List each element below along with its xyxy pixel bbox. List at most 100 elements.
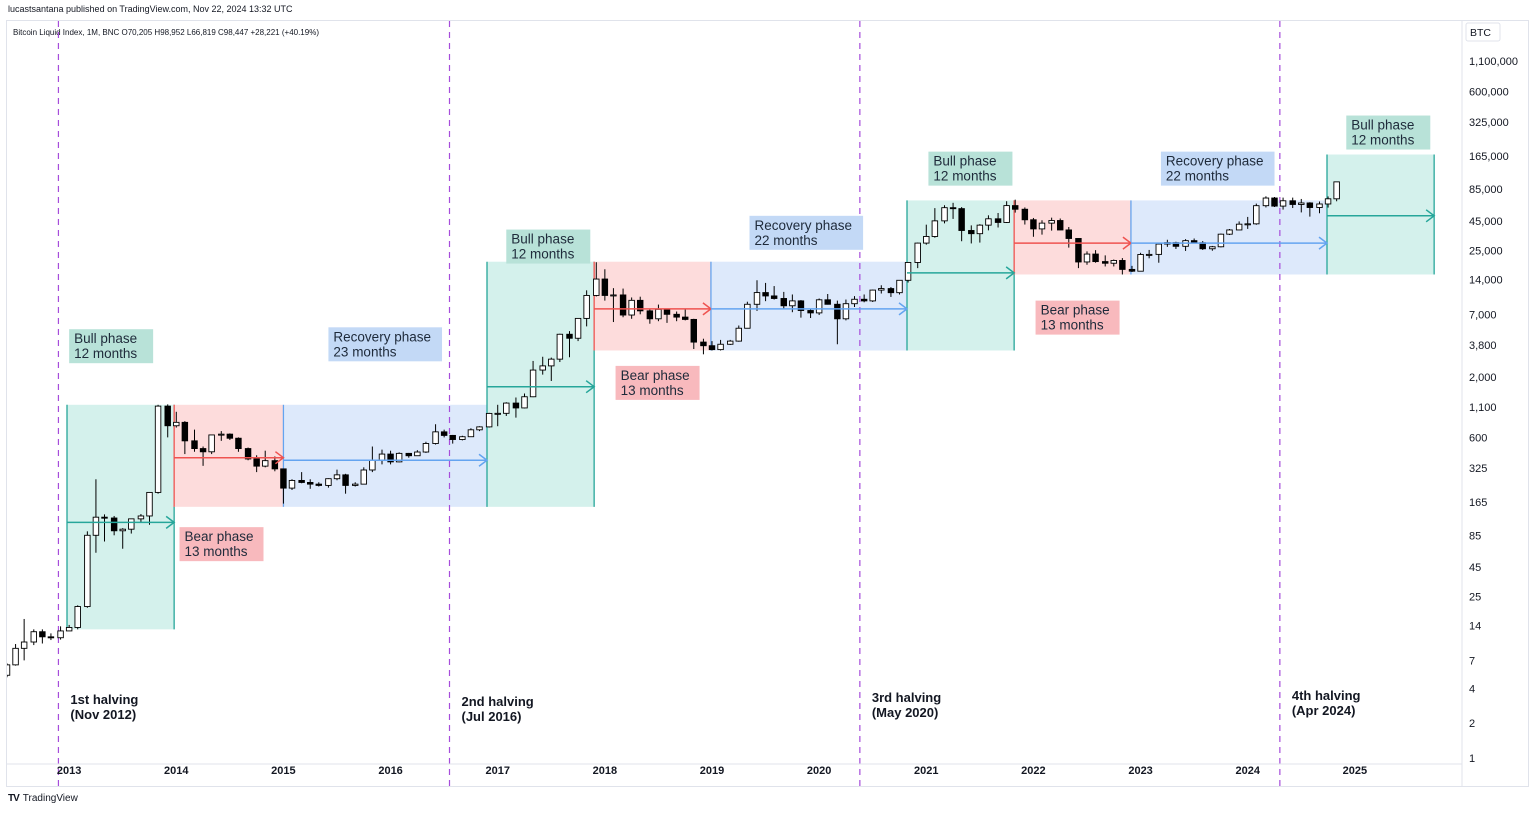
candle-up — [851, 298, 858, 305]
phase-label-title: Bull phase — [933, 154, 996, 169]
candle-up — [84, 534, 91, 607]
candle-down — [887, 288, 895, 294]
candle-up — [494, 412, 501, 415]
phase-label-box — [615, 365, 700, 400]
phase-label-title: Bear phase — [1041, 303, 1110, 318]
candle-up — [976, 224, 984, 235]
y-tick-label: 7,000 — [1469, 309, 1497, 321]
y-tick-label: 3,800 — [1469, 340, 1497, 352]
candle-down — [807, 310, 814, 314]
candle-down — [306, 482, 314, 485]
candle-up — [422, 443, 430, 453]
candle-down — [199, 448, 207, 453]
candle-down — [1075, 238, 1082, 263]
candle-up — [521, 396, 528, 409]
price-axis — [1462, 21, 1528, 786]
phase-label-duration: 13 months — [1041, 318, 1104, 333]
candle-up — [1110, 260, 1118, 264]
candle-up — [941, 207, 948, 222]
candle-up — [1155, 243, 1163, 255]
btc-monthly-chart[interactable]: Bitcoin Liquid Index, 1M, BNC O70,205 H9… — [7, 21, 1528, 786]
phase-arrowhead — [1425, 209, 1436, 223]
phase-label-title: Recovery phase — [1166, 154, 1264, 169]
phase-label-title: Bear phase — [621, 368, 690, 383]
candle-up — [1038, 222, 1046, 230]
candle-up — [914, 242, 921, 263]
candle-up — [173, 421, 180, 427]
candle-down — [1030, 219, 1037, 230]
candle-up — [12, 647, 19, 666]
phase-label-box — [506, 229, 591, 264]
candle-up — [154, 405, 162, 493]
candle-down — [636, 299, 644, 312]
candle-up — [593, 278, 600, 296]
candle-down — [834, 303, 841, 320]
candle-up — [931, 220, 939, 237]
candle-down — [271, 460, 279, 470]
candle-up — [1316, 203, 1323, 208]
candle-down — [164, 405, 171, 427]
candle-up — [414, 451, 421, 457]
phase-label-duration: 22 months — [755, 233, 818, 248]
y-tick-label: 165 — [1469, 497, 1487, 509]
phase-label-box — [328, 327, 443, 362]
phase-arrowhead — [1005, 266, 1016, 280]
candle-down — [601, 278, 609, 296]
y-tick-label: 325 — [1469, 463, 1487, 475]
x-tick-label: 2018 — [593, 765, 617, 777]
chart-frame: Bitcoin Liquid Index, 1M, BNC O70,205 H9… — [6, 20, 1529, 787]
candle-up — [842, 303, 850, 320]
candle-down — [1011, 205, 1019, 210]
candle-down — [646, 310, 654, 320]
candle-down — [1119, 260, 1126, 270]
phase-label-title: Bull phase — [511, 232, 574, 247]
candle-up — [20, 641, 28, 649]
candle-down — [824, 299, 831, 305]
candle-down — [1056, 220, 1064, 231]
candle-down — [968, 230, 975, 235]
halving-label: 4th halving — [1292, 688, 1361, 703]
y-tick-label: 165,000 — [1469, 151, 1509, 163]
phase-box-bull — [487, 261, 595, 507]
phase-label-box — [1160, 151, 1275, 186]
phase-label-duration: 12 months — [933, 169, 996, 184]
candle-up — [503, 402, 510, 414]
candle-up — [1048, 220, 1055, 224]
candle-up — [726, 340, 734, 345]
candle-up — [655, 308, 662, 320]
candle-up — [146, 491, 153, 517]
candle-up — [432, 431, 439, 444]
tradingview-brand[interactable]: TV TradingView — [8, 793, 78, 804]
x-tick-label: 2019 — [700, 765, 724, 777]
candle-up — [735, 327, 743, 342]
candle-down — [298, 479, 305, 483]
unit-box[interactable] — [1465, 22, 1501, 42]
candle-up — [583, 294, 590, 319]
candle-down — [244, 448, 252, 460]
candle-up — [1137, 254, 1144, 272]
candle-up — [333, 474, 341, 480]
candle-down — [1021, 208, 1029, 221]
candle-up — [360, 469, 368, 485]
candle-up — [467, 429, 475, 438]
publish-byline: lucastsantana published on TradingView.c… — [8, 4, 293, 14]
candle-up — [548, 358, 555, 367]
candle-down — [708, 345, 716, 351]
candle-down — [770, 295, 778, 299]
candle-up — [1145, 253, 1153, 256]
candle-up — [904, 262, 912, 281]
candle-up — [218, 433, 225, 436]
candle-down — [797, 300, 805, 311]
candle-down — [994, 218, 1002, 223]
candle-down — [512, 402, 520, 409]
x-tick-label: 2025 — [1343, 765, 1367, 777]
x-tick-label: 2013 — [57, 765, 81, 777]
phase-label-box — [1035, 300, 1120, 335]
phase-label-box — [69, 329, 154, 364]
y-tick-label: 85 — [1469, 530, 1481, 542]
phase-label-title: Recovery phase — [755, 218, 853, 233]
candle-up — [985, 218, 992, 226]
y-tick-label: 7 — [1469, 655, 1475, 667]
x-tick-label: 2020 — [807, 765, 831, 777]
candle-up — [288, 479, 296, 489]
